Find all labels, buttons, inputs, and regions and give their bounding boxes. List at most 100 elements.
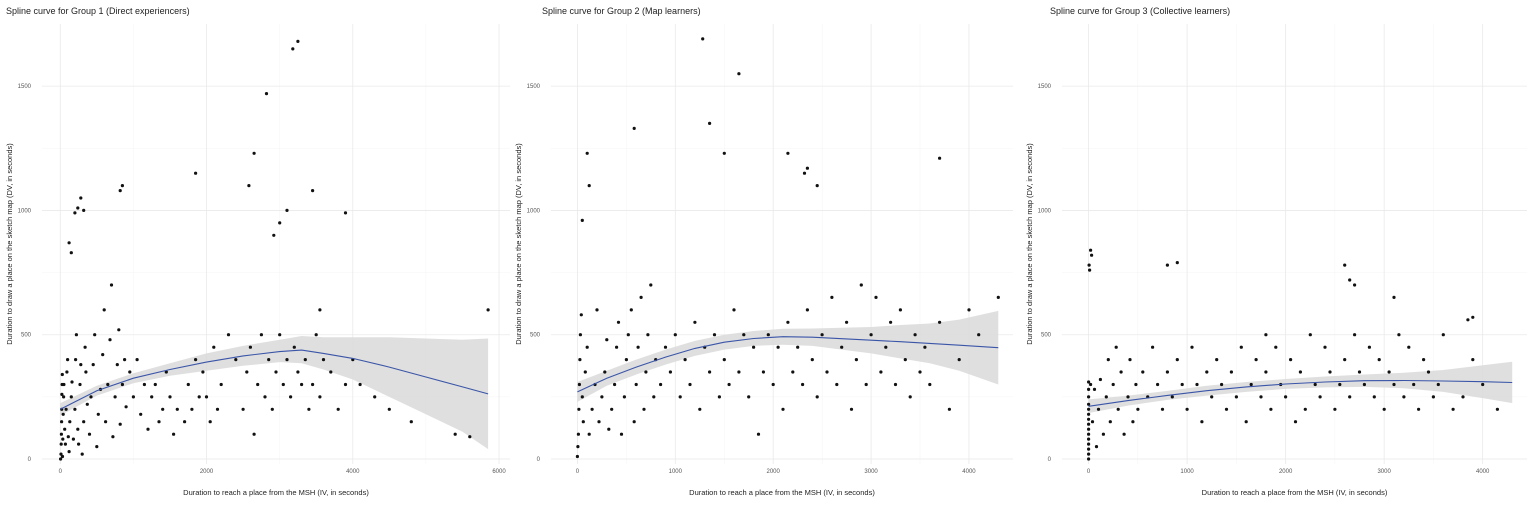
data-point <box>252 432 256 436</box>
data-point <box>1357 370 1362 374</box>
data-point <box>76 427 80 431</box>
data-point <box>575 454 580 459</box>
data-point <box>1087 457 1091 461</box>
panel-1: Spline curve for Group 1 (Direct experie… <box>5 6 510 497</box>
data-point <box>766 333 770 337</box>
data-point <box>453 432 457 436</box>
data-point <box>89 395 93 399</box>
y-axis-label: Duration to draw a place on the sketch m… <box>514 143 523 345</box>
x-tick-label: 3000 <box>1377 469 1391 475</box>
data-point <box>60 372 64 377</box>
data-point <box>632 126 636 130</box>
data-point <box>1122 432 1126 436</box>
data-point <box>678 395 682 399</box>
data-point <box>343 382 348 387</box>
data-point <box>61 437 65 441</box>
data-point <box>248 345 252 349</box>
data-point <box>281 382 285 387</box>
y-tick-label: 1500 <box>1038 84 1052 90</box>
data-point <box>1210 395 1214 399</box>
data-point <box>1348 395 1352 399</box>
data-point <box>1195 382 1199 387</box>
data-point <box>595 308 599 312</box>
x-tick-label: 0 <box>576 469 580 475</box>
data-point <box>69 395 73 399</box>
data-point <box>118 189 122 193</box>
data-point <box>1111 382 1115 387</box>
y-tick-label: 1000 <box>18 208 32 214</box>
data-point <box>652 395 656 399</box>
data-point <box>845 320 849 324</box>
y-tick-label: 1000 <box>1038 208 1052 214</box>
data-point <box>96 412 100 416</box>
x-tick-label: 3000 <box>864 469 878 475</box>
data-point <box>59 432 64 436</box>
data-point <box>786 151 790 155</box>
data-point <box>712 333 717 337</box>
data-point <box>1234 395 1238 399</box>
data-point <box>486 308 490 312</box>
data-point <box>629 308 633 312</box>
data-point <box>1308 333 1312 337</box>
data-point <box>1220 382 1224 387</box>
data-point <box>585 151 589 155</box>
y-tick-label: 500 <box>1041 333 1052 339</box>
x-tick-label: 6000 <box>492 469 506 475</box>
data-point <box>771 382 775 387</box>
data-point <box>300 382 304 387</box>
data-point <box>869 333 873 337</box>
data-point <box>142 382 146 387</box>
data-point <box>1134 382 1138 387</box>
x-axis-label: Duration to reach a place from the MSH (… <box>689 488 875 497</box>
data-point <box>646 333 650 337</box>
x-axis-label: Duration to reach a place from the MSH (… <box>183 488 369 497</box>
data-point <box>781 407 785 411</box>
data-point <box>864 382 868 387</box>
data-point <box>663 345 668 349</box>
data-point <box>87 432 92 436</box>
data-point <box>1259 395 1263 399</box>
data-point <box>722 358 726 362</box>
data-point <box>135 358 139 362</box>
data-point <box>820 333 824 337</box>
data-point <box>263 395 267 399</box>
data-point <box>1090 420 1095 424</box>
data-point <box>1087 263 1091 267</box>
x-tick-label: 0 <box>1087 469 1091 475</box>
confidence-band <box>60 336 489 450</box>
panel-title: Spline curve for Group 2 (Map learners) <box>542 6 701 16</box>
data-point <box>615 345 619 349</box>
data-point <box>150 395 154 399</box>
data-point <box>321 358 326 362</box>
data-point <box>113 395 117 399</box>
data-point <box>1165 370 1169 374</box>
data-point <box>1131 420 1135 424</box>
data-point <box>923 345 927 349</box>
data-point <box>889 320 893 324</box>
data-point <box>825 370 829 374</box>
data-point <box>83 345 87 349</box>
data-point <box>1461 395 1465 399</box>
data-point <box>597 420 601 424</box>
panel-3: Spline curve for Group 3 (Collective lea… <box>1025 6 1527 497</box>
data-point <box>69 251 73 255</box>
data-point <box>63 442 67 446</box>
data-point <box>274 370 278 374</box>
data-point <box>1249 382 1253 387</box>
data-point <box>252 151 256 155</box>
data-point <box>747 395 751 399</box>
data-point <box>1151 345 1155 349</box>
data-point <box>1175 261 1179 265</box>
data-point <box>60 420 64 424</box>
data-point <box>1185 407 1189 411</box>
data-point <box>292 345 296 349</box>
data-point <box>636 345 640 349</box>
data-point <box>898 308 903 312</box>
data-point <box>577 382 582 387</box>
x-tick-label: 2000 <box>767 469 781 475</box>
data-point <box>1284 395 1288 399</box>
data-point <box>908 395 912 399</box>
x-tick-label: 4000 <box>1476 469 1490 475</box>
data-point <box>1412 382 1416 387</box>
data-point <box>164 370 168 374</box>
